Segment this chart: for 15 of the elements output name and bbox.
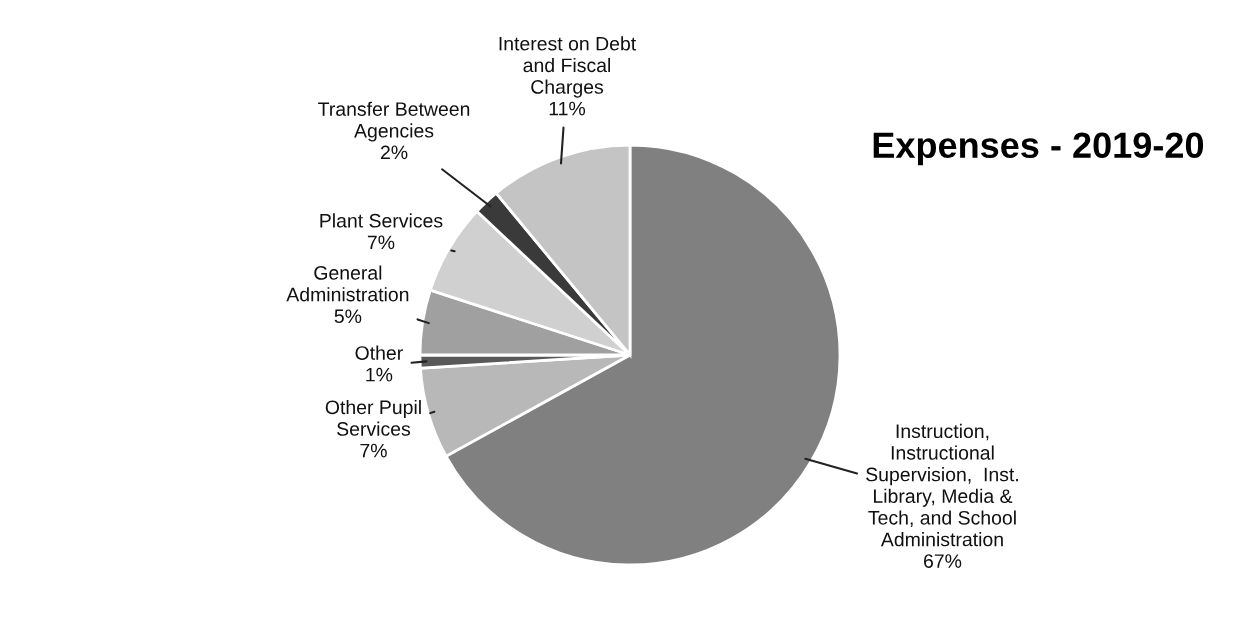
data-label: 7% bbox=[367, 235, 395, 250]
data-label: 2% bbox=[380, 145, 408, 160]
slice-label: Instruction, Instructional Supervision, Inst. Library, Media & Tech, and School Administration bbox=[866, 423, 1018, 547]
slice-label: General Administration bbox=[286, 265, 409, 302]
text: Expenses - 2019-20 bbox=[873, 132, 1204, 166]
slice-label: Other Pupil Services bbox=[325, 399, 421, 436]
slice-label: Other bbox=[355, 345, 403, 360]
data-label: 1% bbox=[366, 367, 393, 382]
data-label: 5% bbox=[334, 309, 362, 324]
data-label: 11% bbox=[549, 101, 586, 116]
data-label: 7% bbox=[360, 443, 387, 458]
slice-label: Transfer Between Agencies bbox=[318, 101, 470, 142]
data-label: 67% bbox=[924, 554, 962, 568]
slice-label: Plant Services bbox=[320, 213, 443, 228]
slice-label: Interest on Debt and Fiscal Charges bbox=[499, 36, 637, 98]
